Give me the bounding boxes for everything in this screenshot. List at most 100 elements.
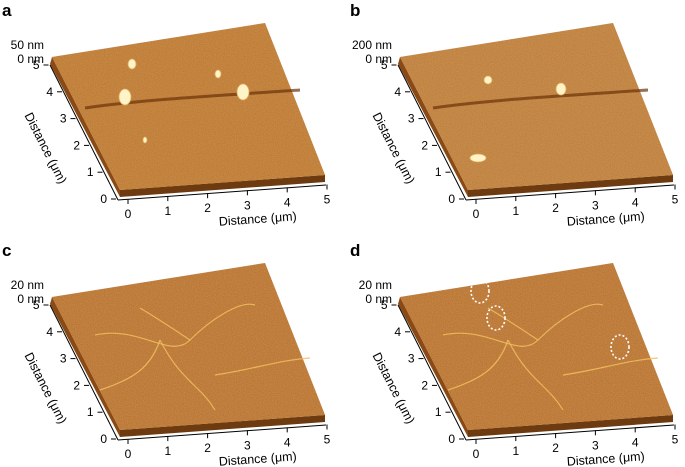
x-axis-title: Distance (μm) [566,449,645,467]
x-tick-label: 0 [473,447,480,461]
surface-highlights [400,23,673,190]
fiber-network-line [99,339,161,391]
z-scale-min-label: 0 nm [17,52,44,66]
fiber-network-line [487,307,539,341]
x-tick-label: 4 [284,435,291,449]
x-axis-line [465,424,675,441]
x-tick-label: 3 [592,438,599,452]
z-scale-max-label: 50 nm [11,38,44,52]
y-tick-label: 0 [100,192,107,206]
y-tick-label: 5 [381,298,388,312]
panel-letter: d [350,241,360,260]
y-tick-label: 4 [394,325,401,339]
x-axis-title: Distance (μm) [566,209,645,228]
y-tick-label: 3 [60,112,67,126]
particle-mark [214,69,222,79]
y-tick-label: 4 [46,325,53,339]
x-tick-label: 2 [204,201,211,215]
fiber-network-line [214,357,311,376]
x-tick-label: 5 [324,433,331,447]
surface-left-edge [398,57,468,197]
x-tick-label: 5 [672,433,679,447]
fiber-network-line [562,357,659,376]
y-tick-label: 5 [381,58,388,72]
surface-front-edge [120,415,325,437]
highlight-circle [470,278,490,304]
z-scale-max-label: 20 nm [11,278,44,292]
z-scale-max-label: 200 nm [352,38,392,52]
x-tick-label: 2 [552,441,559,455]
x-axis-title: Distance (μm) [218,209,297,228]
x-tick-label: 1 [512,444,519,458]
x-tick-label: 2 [552,201,559,215]
x-tick-label: 1 [164,204,171,218]
surface-highlights [52,263,325,430]
y-tick-label: 3 [60,352,67,366]
surface-highlights [52,23,325,190]
highlight-circle [610,334,630,360]
surface-left-edge [50,57,120,197]
y-axis-line [397,304,467,441]
x-tick-label: 0 [473,207,480,221]
x-axis-line [465,184,675,201]
y-tick-label: 1 [87,405,94,419]
x-tick-label: 2 [204,441,211,455]
surface-front-edge [468,415,673,437]
y-axis-line [49,64,119,201]
scan-streak [84,88,301,110]
y-tick-label: 2 [421,138,428,152]
surface-left-edge [398,297,468,437]
y-tick-label: 4 [394,85,401,99]
particle-mark [469,153,487,163]
z-scale-min-label: 0 nm [365,292,392,306]
surface-highlights [400,263,673,430]
y-tick-label: 0 [100,432,107,446]
surface-front-edge [120,175,325,197]
y-tick-label: 1 [87,165,94,179]
particle-mark [142,136,148,144]
fiber-network-line [159,339,216,411]
x-tick-label: 0 [125,207,132,221]
particle-mark [483,75,493,85]
particle-mark [555,82,567,96]
x-tick-label: 4 [284,195,291,209]
y-tick-label: 3 [408,352,415,366]
particle-mark [127,58,137,70]
particle-mark [236,83,250,101]
y-tick-label: 5 [33,298,40,312]
y-tick-label: 2 [73,138,80,152]
x-tick-label: 5 [324,193,331,207]
x-tick-label: 3 [244,198,251,212]
x-tick-label: 3 [244,438,251,452]
scan-streak [432,88,649,110]
z-scale-max-label: 20 nm [359,278,392,292]
fiber-network-line [139,307,191,341]
y-tick-label: 1 [435,165,442,179]
panel-letter: b [350,1,360,20]
y-tick-label: 1 [435,405,442,419]
surface-front-edge [468,175,673,197]
x-axis-line [117,184,327,201]
y-tick-label: 3 [408,112,415,126]
x-tick-label: 4 [632,195,639,209]
fiber-network-line [507,339,564,411]
y-tick-label: 2 [73,378,80,392]
y-tick-label: 2 [421,378,428,392]
x-tick-label: 1 [512,204,519,218]
y-axis-line [49,304,119,441]
x-tick-label: 4 [632,435,639,449]
x-axis-line [117,424,327,441]
x-axis-title: Distance (μm) [218,449,297,467]
y-tick-label: 5 [33,58,40,72]
panel-letter: a [2,1,12,20]
highlight-circle [486,305,506,331]
particle-mark [118,88,132,106]
z-scale-min-label: 0 nm [365,52,392,66]
y-tick-label: 4 [46,85,53,99]
y-tick-label: 0 [448,192,455,206]
fiber-network-line [447,339,509,391]
